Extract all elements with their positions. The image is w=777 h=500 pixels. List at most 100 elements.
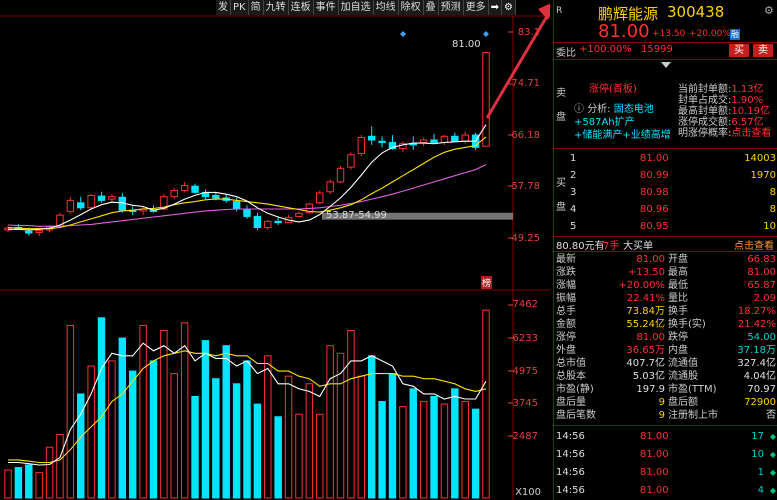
toolbar-item-shijian[interactable]: 事件 [314, 0, 339, 15]
quote-row: 盘后笔数 9 注册制上市 否 [554, 409, 777, 422]
tick-time: 14:56 [556, 431, 585, 442]
volume-axis-label: 7462 [512, 299, 538, 310]
range-label: 53.87-54.99 [326, 210, 387, 221]
bid-row[interactable]: 1 81.00 14003 [554, 150, 777, 167]
volume-bar [35, 472, 43, 499]
kline-chart-area[interactable]: 发 PK 简 九转 连板 事件 加自选 均线 除权 叠 预测 更多 ➡ ⚙ 83… [0, 0, 550, 500]
quote-value: 22.41% [626, 293, 665, 304]
analysis-value: 固态电池 [613, 104, 654, 115]
quote-value: +13.50 [627, 267, 665, 278]
bid-price: 80.96 [640, 204, 669, 215]
kline-chart[interactable] [0, 0, 550, 500]
volume-ma5-line [8, 342, 487, 466]
bid-row[interactable]: 2 80.99 1970 [554, 167, 777, 184]
candle-body [212, 194, 220, 199]
tick-volume: 17 [751, 431, 764, 442]
volume-bar [149, 360, 158, 499]
probability-link[interactable]: 点击查看 [731, 128, 772, 139]
big-buy-link[interactable]: 点击查看 [734, 241, 774, 252]
candle-body [388, 141, 397, 150]
quote-value: 2.09 [753, 293, 776, 304]
tick-direction-icon: ◆ [769, 450, 776, 459]
bid-level: 4 [570, 204, 577, 215]
quote-panel: R 鹏辉能源 300438 ⚙ 81.00 +13.50 +20.00% 融 委… [553, 0, 777, 500]
expand-arrow-icon[interactable] [661, 62, 671, 68]
quote-key: 盘后量 [556, 397, 586, 408]
quote-key: 总手 [556, 306, 576, 317]
toolbar-item-overlay[interactable]: 叠 [424, 0, 439, 15]
tick-direction-icon: ◆ [769, 468, 776, 477]
arrow-right-icon[interactable]: ➡ [489, 0, 502, 15]
candle-body [482, 51, 490, 147]
toolbar-item-add-watch[interactable]: 加自选 [339, 0, 374, 15]
quote-value: 327.4亿 [737, 358, 776, 369]
quote-key: 最新 [556, 254, 576, 265]
sell-button[interactable]: 卖 [753, 44, 773, 57]
quote-value: 9 [658, 397, 665, 408]
toolbar-item-jian[interactable]: 简 [249, 0, 264, 15]
volume-bar [160, 329, 168, 499]
r-marker: R [556, 6, 563, 16]
quote-row: 最新 81.00 开盘 66.83 [554, 253, 777, 266]
toolbar-item-more[interactable]: 更多 [464, 0, 489, 15]
toolbar-item-ma[interactable]: 均线 [374, 0, 399, 15]
ma20-line [7, 164, 487, 227]
bid-level: 3 [570, 187, 577, 198]
volume-bar [56, 434, 64, 499]
bid-row[interactable]: 4 80.96 8 [554, 201, 777, 218]
settings-icon[interactable]: ⚙ [764, 4, 774, 17]
volume-bar [264, 355, 272, 499]
toolbar-item-pk[interactable]: PK [231, 0, 249, 15]
bid-row[interactable]: 3 80.98 8 [554, 184, 777, 201]
candle-body [25, 230, 33, 234]
quote-key: 盘后笔数 [556, 410, 596, 421]
support-band [322, 212, 513, 220]
quote-row: 市盈(静) 197.9 市盈(TTM) 70.97 [554, 383, 777, 396]
quote-value: 36.65万 [626, 345, 665, 356]
toolbar-item-fa[interactable]: 发 [216, 0, 231, 15]
toolbar-item-chuquan[interactable]: 除权 [399, 0, 424, 15]
volume-axis-label: 2487 [512, 431, 538, 442]
toolbar-item-lianban[interactable]: 连板 [289, 0, 314, 15]
bid-volume: 8 [769, 187, 776, 198]
candle-body [160, 196, 168, 210]
volume-bar [232, 383, 241, 499]
quote-key: 换手 [668, 306, 688, 317]
volume-bar [243, 360, 251, 499]
bid-price: 80.98 [640, 187, 669, 198]
candle-body [180, 185, 189, 192]
toolbar-item-jiuzhuan[interactable]: 九转 [264, 0, 289, 15]
quote-key: 振幅 [556, 293, 576, 304]
bid-volume: 14003 [744, 153, 776, 164]
quote-value: +20.00% [618, 280, 665, 291]
quote-value: 9 [658, 410, 665, 421]
price-pct: +20.00% [689, 29, 731, 39]
side-char: 卖 [556, 88, 566, 99]
rank-flag[interactable]: 榜 [481, 276, 493, 289]
bid-price: 80.99 [640, 170, 669, 181]
volume-unit-label: X100 [515, 487, 541, 498]
last-price: 81.00 [598, 21, 650, 42]
volume-bar [14, 467, 23, 499]
quote-key: 流通值 [668, 358, 698, 369]
toolbar-item-forecast[interactable]: 预测 [439, 0, 464, 15]
buy-button[interactable]: 买 [729, 44, 749, 57]
big-buy-label: 大买单 [623, 241, 653, 252]
quote-value: 55.24亿 [626, 319, 665, 330]
settings-icon[interactable]: ⚙ [502, 0, 516, 15]
quote-row: 总市值 407.7亿 流通值 327.4亿 [554, 357, 777, 370]
quote-value: 65.87 [747, 280, 776, 291]
candle-body [66, 199, 75, 212]
tick-row: 14:56 81.00 10 ◆ [554, 446, 777, 464]
volume-bar [357, 375, 366, 499]
candle-body [253, 215, 262, 228]
limit-stat: 最高封单额:10.19亿 [678, 106, 771, 117]
quote-key: 注册制上市 [668, 410, 718, 421]
volume-bar [367, 355, 376, 499]
candle-body [316, 192, 324, 204]
tick-price: 81.00 [640, 431, 669, 442]
volume-bar [201, 340, 210, 499]
bid-row[interactable]: 5 80.95 10 [554, 218, 777, 235]
quote-row: 总手 73.84万 换手 18.27% [554, 305, 777, 318]
quote-value: 197.9 [636, 384, 665, 395]
